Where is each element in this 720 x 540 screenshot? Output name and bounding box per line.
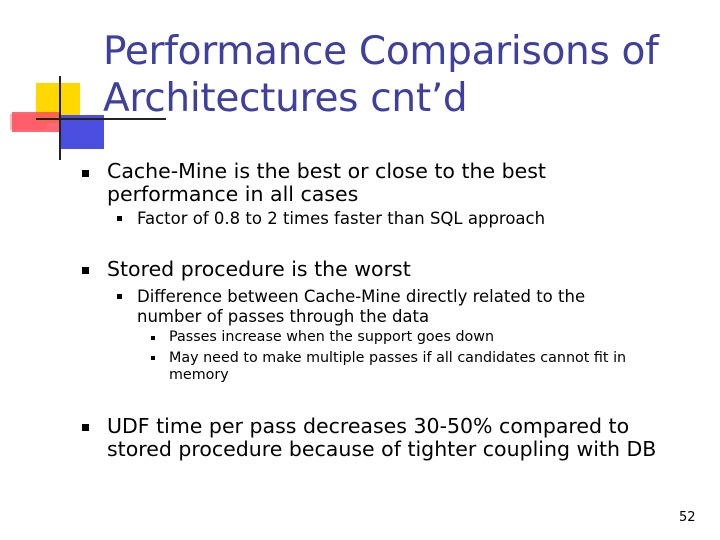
bullet-icon xyxy=(82,424,89,431)
bullet-2-1-2-text: May need to make multiple passes if all … xyxy=(169,350,627,383)
sub-sub-bullet-icon xyxy=(151,356,155,360)
sub-bullet-icon xyxy=(117,216,122,221)
decor-horizontal-line xyxy=(36,118,166,120)
bullet-1-1-text: Factor of 0.8 to 2 times faster than SQL… xyxy=(137,209,546,228)
sub-bullet-icon xyxy=(117,294,122,299)
sub-sub-bullet-icon xyxy=(151,336,155,340)
bullet-2-text: Stored procedure is the worst xyxy=(107,257,411,281)
bullet-icon xyxy=(82,170,89,177)
slide-title: Performance Comparisons of Architectures… xyxy=(103,29,659,121)
decor-red-square xyxy=(12,112,60,132)
bullet-3-text: UDF time per pass decreases 30-50% compa… xyxy=(107,414,657,461)
bullet-icon xyxy=(82,267,89,274)
bullet-2-1-1-text: Passes increase when the support goes do… xyxy=(169,329,495,345)
bullet-1-text: Cache-Mine is the best or close to the b… xyxy=(107,159,546,206)
decor-blue-square xyxy=(60,115,104,149)
page-number: 52 xyxy=(679,510,696,525)
bullet-2-1-text: Difference between Cache-Mine directly r… xyxy=(137,287,586,326)
